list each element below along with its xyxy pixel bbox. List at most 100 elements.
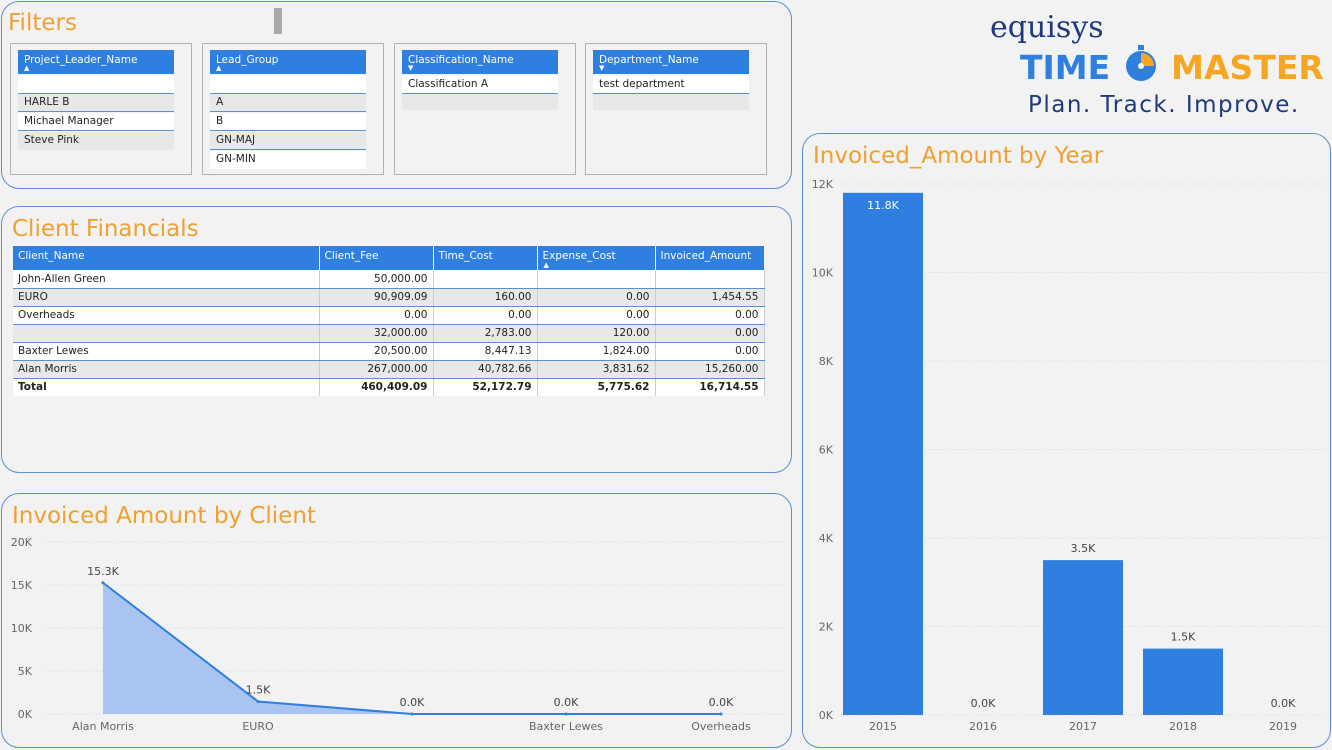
data-label: 1.5K xyxy=(1171,631,1196,644)
table-cell: 0.00 xyxy=(655,324,765,343)
slicer-item[interactable]: Michael Manager xyxy=(18,113,174,131)
table-row[interactable]: Baxter Lewes 20,500.00 8,447.13 1,824.00 0.0… xyxy=(13,342,765,361)
sort-asc-icon: ▲ xyxy=(216,64,222,72)
table-cell: 267,000.00 xyxy=(319,360,434,379)
table-row[interactable]: John-Allen Green 50,000.00 xyxy=(13,270,765,289)
total-cell: 52,172.79 xyxy=(433,378,538,396)
slicer-item-label: B xyxy=(216,115,224,127)
table-cell: 50,000.00 xyxy=(319,270,434,289)
data-label: 15.3K xyxy=(87,565,119,578)
slicer-item[interactable]: test department xyxy=(593,76,749,94)
slicer-header[interactable]: Lead_Group ▲ xyxy=(210,50,366,74)
slicer-header-label: Classification_Name xyxy=(408,54,514,66)
table-cell: 160.00 xyxy=(433,288,538,307)
data-point xyxy=(256,699,260,703)
slicer-item[interactable]: A xyxy=(210,94,366,112)
y-tick-label: 5K xyxy=(18,665,33,678)
column-header-invoiced-amount[interactable]: Invoiced_Amount xyxy=(655,246,764,270)
chart-title-client: Invoiced Amount by Client xyxy=(12,503,316,529)
bar xyxy=(843,192,923,716)
timemaster-logo: TIME MASTER xyxy=(1020,45,1324,91)
data-label: 1.5K xyxy=(246,683,271,696)
y-tick-label: 4K xyxy=(819,532,834,545)
sort-asc-icon: ▲ xyxy=(543,261,549,269)
slicer-item-label: A xyxy=(216,96,224,108)
y-tick-label: 0K xyxy=(819,709,834,722)
slicer-item[interactable]: Steve Pink xyxy=(18,132,174,150)
slicer-item[interactable]: Classification A xyxy=(402,76,558,94)
slicer-item[interactable] xyxy=(18,76,174,94)
table-total-row: Total 460,409.09 52,172.79 5,775.62 16,714.5… xyxy=(13,378,765,396)
table-row[interactable]: Overheads 0.00 0.00 0.00 0.00 xyxy=(13,306,765,325)
y-tick-label: 0K xyxy=(18,708,33,721)
table-cell: 0.00 xyxy=(433,306,538,325)
x-tick-label: Alan Morris xyxy=(72,720,134,733)
column-header-client-fee[interactable]: Client_Fee xyxy=(319,246,434,270)
data-point xyxy=(410,712,414,716)
data-label: 0.0K xyxy=(554,696,579,709)
scroll-thumb[interactable] xyxy=(274,8,282,34)
y-tick-label: 8K xyxy=(819,355,834,368)
bar xyxy=(1143,648,1223,715)
table-cell: EURO xyxy=(13,288,320,307)
table-cell: 8,447.13 xyxy=(433,342,538,361)
table-cell xyxy=(13,324,320,343)
slicer-item-label: GN-MAJ xyxy=(216,134,256,146)
filters-panel: Filters Project_Leader_Name ▲ HARLE B Mi… xyxy=(1,1,792,189)
stopwatch-icon xyxy=(1122,45,1160,91)
total-cell: Total xyxy=(13,378,320,396)
slicer-item-label: HARLE B xyxy=(24,96,70,108)
slicer-header[interactable]: Department_Name ▼ xyxy=(593,50,749,74)
slicer-header[interactable]: Classification_Name ▼ xyxy=(402,50,558,74)
slicer-item[interactable]: GN-MIN xyxy=(210,151,366,169)
table-cell: 1,454.55 xyxy=(655,288,765,307)
sort-desc-icon: ▼ xyxy=(599,64,605,72)
slicer-header[interactable]: Project_Leader_Name ▲ xyxy=(18,50,174,74)
table-cell: Overheads xyxy=(13,306,320,325)
slicer-classification: Classification_Name ▼ Classification A xyxy=(394,43,576,175)
table-cell: 0.00 xyxy=(655,342,765,361)
y-tick-label: 6K xyxy=(819,444,834,457)
x-tick-label: EURO xyxy=(242,720,274,733)
data-point xyxy=(101,581,105,585)
y-tick-label: 2K xyxy=(819,621,834,634)
table-cell: John-Allen Green xyxy=(13,270,320,289)
table-row[interactable]: Alan Morris 267,000.00 40,782.66 3,831.62 15… xyxy=(13,360,765,379)
table-cell xyxy=(655,270,765,289)
slicer-project-leader: Project_Leader_Name ▲ HARLE B Michael Ma… xyxy=(10,43,192,175)
y-tick-label: 10K xyxy=(812,267,834,280)
slicer-item-label: Michael Manager xyxy=(24,115,114,127)
table-row[interactable]: 32,000.00 2,783.00 120.00 0.00 xyxy=(13,324,765,343)
table-cell xyxy=(537,270,656,289)
table-cell: 120.00 xyxy=(537,324,656,343)
table-cell: 1,824.00 xyxy=(537,342,656,361)
table-cell: 32,000.00 xyxy=(319,324,434,343)
slicer-item[interactable]: B xyxy=(210,113,366,131)
slicer-item-blank xyxy=(593,94,749,110)
slicer-item[interactable] xyxy=(210,76,366,94)
table-cell: 40,782.66 xyxy=(433,360,538,379)
table-cell: 0.00 xyxy=(537,306,656,325)
slicer-item[interactable]: HARLE B xyxy=(18,94,174,112)
y-tick-label: 20K xyxy=(11,536,33,549)
slicer-item[interactable]: GN-MAJ xyxy=(210,132,366,150)
table-cell: 0.00 xyxy=(537,288,656,307)
table-header-row: Client_Name Client_Fee Time_Cost Expense… xyxy=(13,246,764,270)
column-header-client-name[interactable]: Client_Name xyxy=(13,246,320,270)
table-cell: 0.00 xyxy=(319,306,434,325)
table-cell: 15,260.00 xyxy=(655,360,765,379)
table-row[interactable]: EURO 90,909.09 160.00 0.00 1,454.55 xyxy=(13,288,765,307)
slicer-department: Department_Name ▼ test department xyxy=(585,43,767,175)
total-cell: 5,775.62 xyxy=(537,378,656,396)
table-cell: 0.00 xyxy=(655,306,765,325)
slicer-item-label: Steve Pink xyxy=(24,134,80,146)
table-cell: 2,783.00 xyxy=(433,324,538,343)
column-header-expense-cost[interactable]: Expense_Cost ▲ xyxy=(537,246,656,270)
slicer-item-label: test department xyxy=(599,78,685,90)
bar xyxy=(1043,560,1123,715)
invoiced-by-year-chart: 0K 2K 4K 6K 8K 10K 12K 11.8K 2015 0.0K 2016 3.5K 201… xyxy=(812,178,1325,733)
table-cell: Alan Morris xyxy=(13,360,320,379)
chart-title-year: Invoiced_Amount by Year xyxy=(813,143,1104,169)
sort-desc-icon: ▼ xyxy=(408,64,414,72)
column-header-time-cost[interactable]: Time_Cost xyxy=(433,246,538,270)
